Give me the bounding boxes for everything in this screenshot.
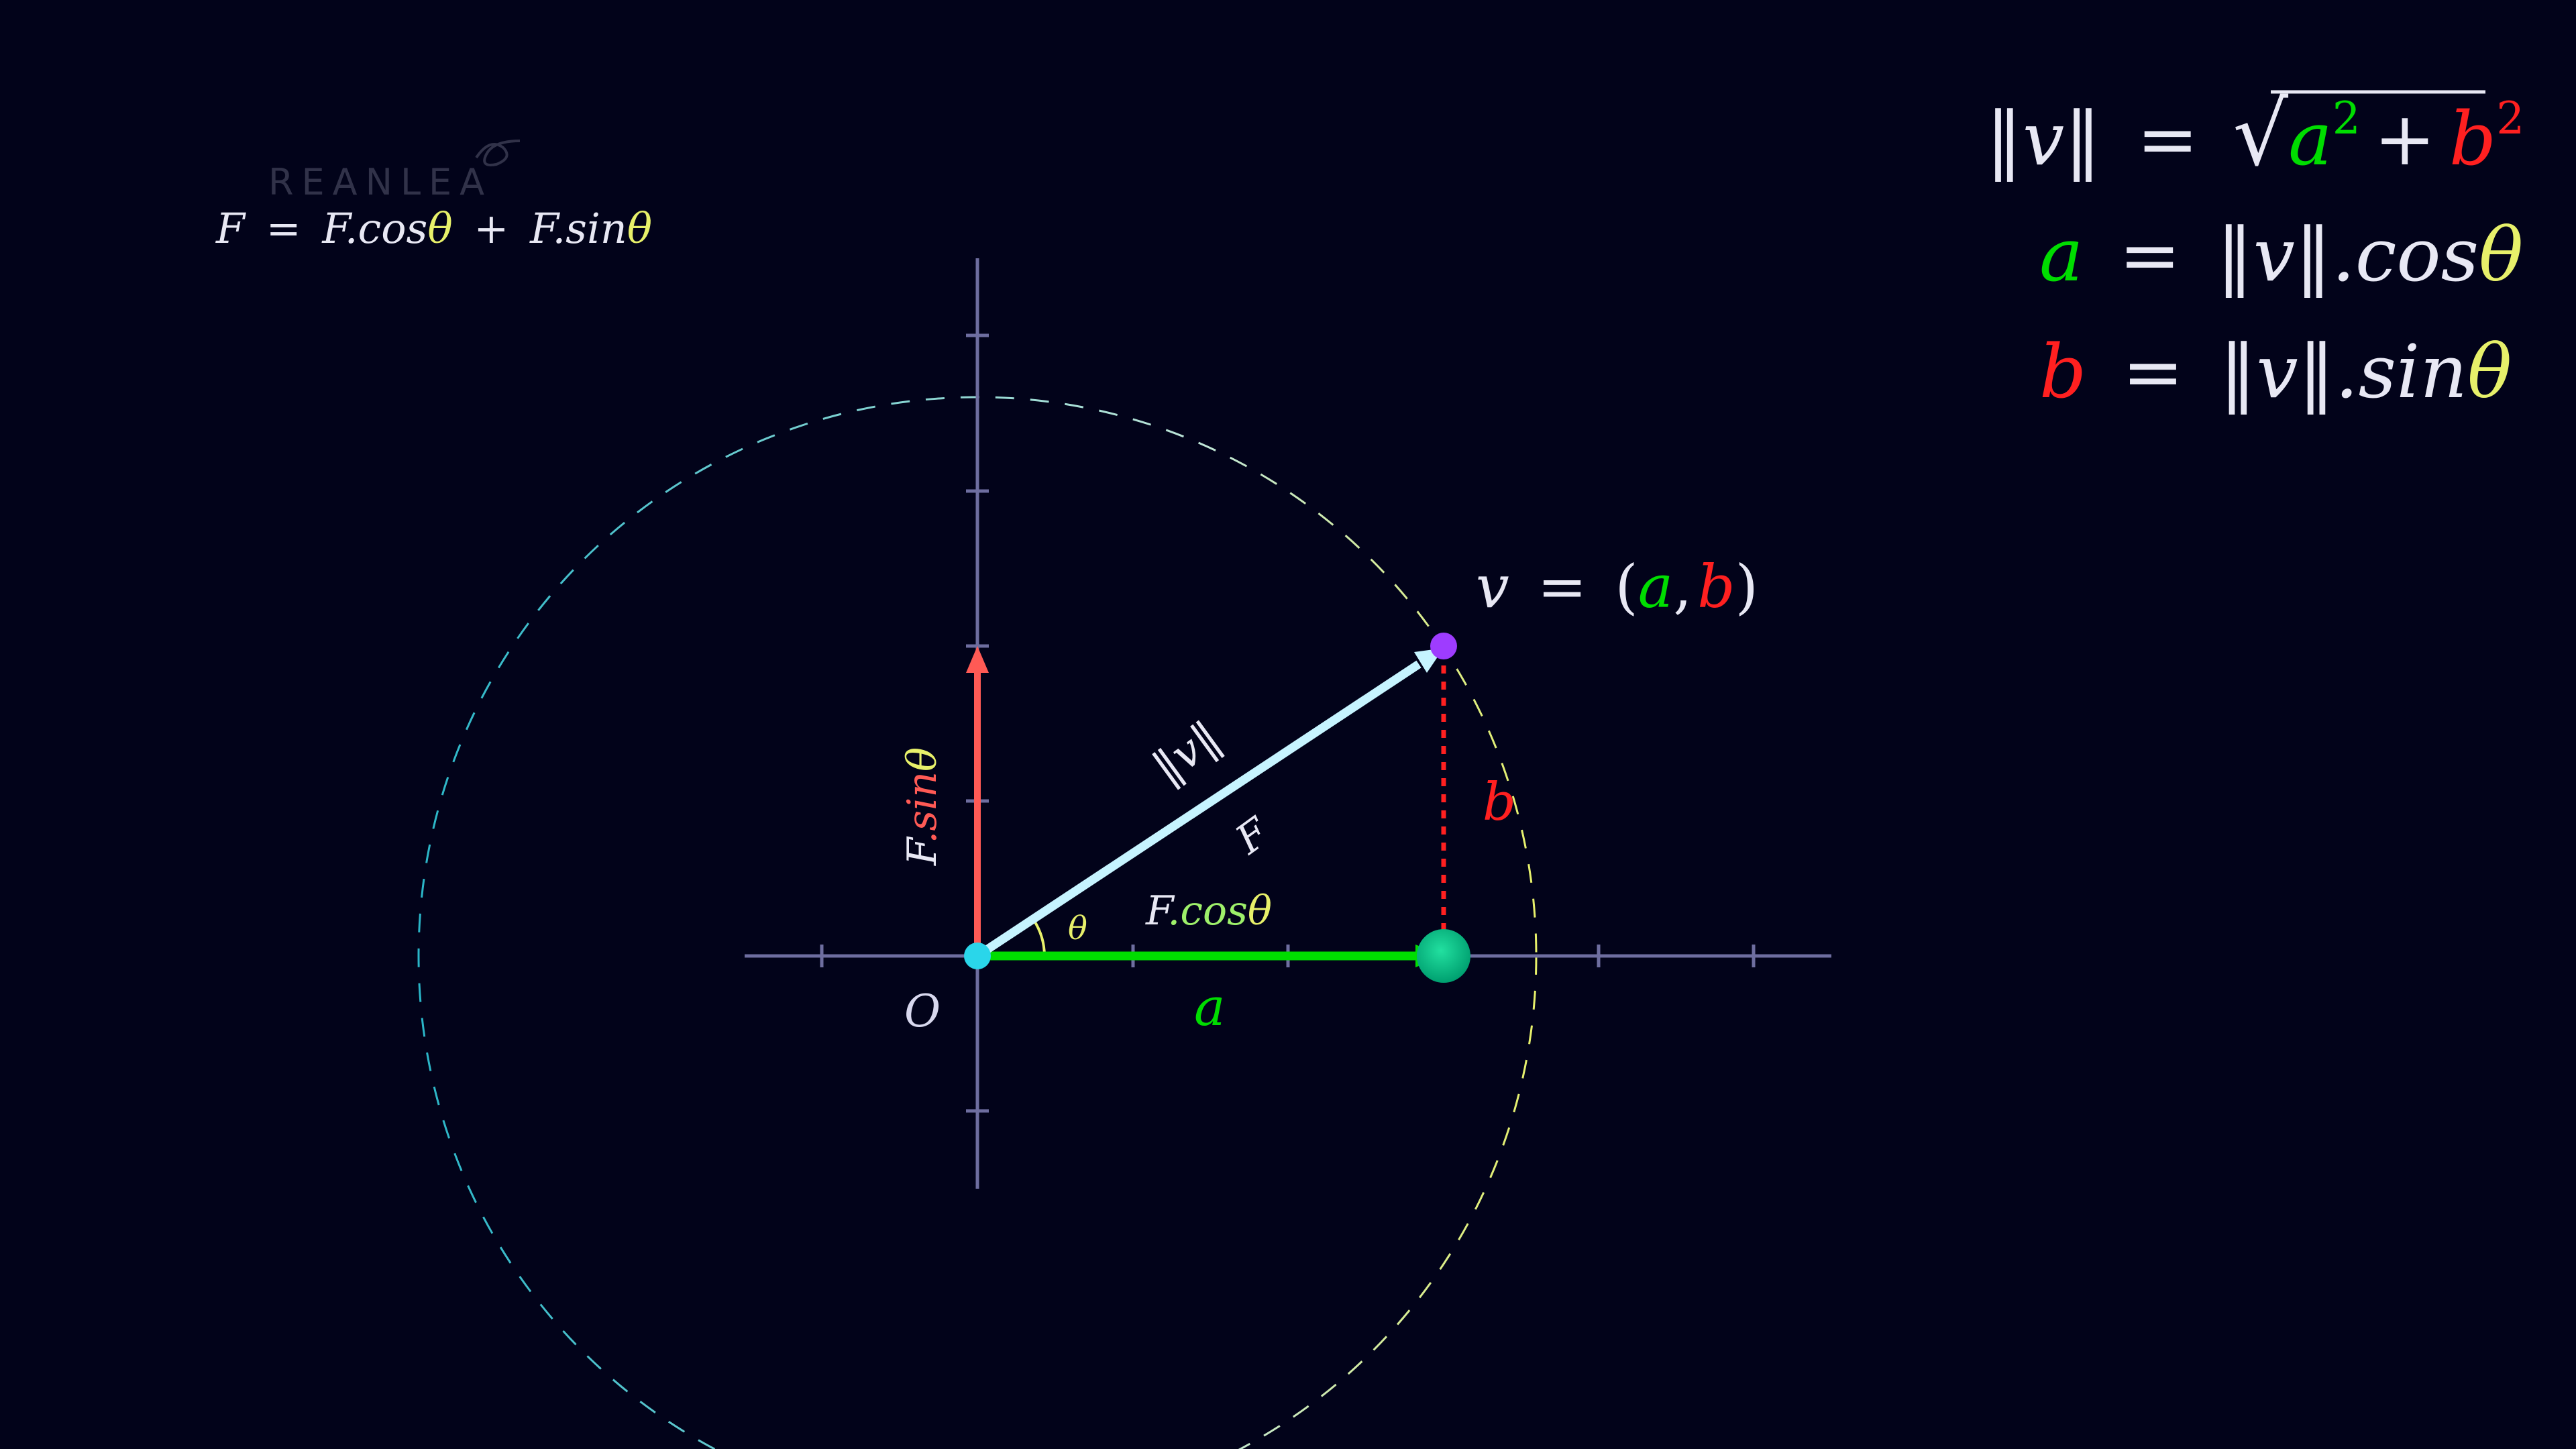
svg-text:‖v‖: ‖v‖ (1143, 711, 1230, 794)
norm-plus: + (2374, 96, 2436, 182)
coordinate-axes (745, 258, 1831, 1189)
top-formula-lhs: F (215, 204, 246, 253)
a-side-label: a (1194, 977, 1226, 1038)
sqrt-sign: √ (2233, 83, 2288, 185)
force-label: F (1227, 808, 1279, 864)
fcos-label: F.cosθ (1145, 888, 1272, 934)
point-v-name: v (1476, 552, 1509, 621)
top-formula-plus: + (474, 204, 508, 253)
top-formula-theta-1: θ (427, 204, 452, 253)
svg-text:F: F (1227, 808, 1279, 864)
b-formula-theta: θ (2467, 329, 2512, 415)
point-v-dot (1430, 633, 1457, 659)
point-v-comma: , (1673, 552, 1692, 621)
logo-text: REANLEA (268, 161, 492, 203)
sin-arrow-head (966, 646, 989, 673)
origin-label: O (904, 985, 941, 1037)
theta-arc (1032, 918, 1046, 957)
top-formula: F = F.cosθ + F.sinθ (215, 204, 652, 253)
a-formula-eq: = (2119, 212, 2181, 298)
b-formula-var: b (2039, 329, 2086, 415)
point-v-label: v = (a,b) (1476, 552, 1758, 621)
b-formula-rhs: ‖v‖.sin (2220, 329, 2468, 415)
a-formula: a = ‖v‖.cosθ (2039, 212, 2523, 298)
norm-b: b (2449, 96, 2496, 182)
norm-a: a (2288, 96, 2332, 182)
theta-label: θ (1068, 910, 1087, 947)
right-formula-block: ‖v‖ = √a2 + b2 a = ‖v‖.cosθ b = ‖v‖.sinθ (1986, 83, 2524, 415)
norm-a-exp: 2 (2332, 93, 2361, 144)
logo-swirl-icon (475, 140, 521, 166)
top-formula-eq: = (266, 204, 301, 253)
svg-text:F.sinθ: F.sinθ (899, 747, 946, 866)
point-v-eq: = (1538, 552, 1587, 621)
top-formula-theta-2: θ (627, 204, 652, 253)
norm-lhs: ‖v‖ (1986, 96, 2101, 182)
fcos-rest: .cos (1167, 888, 1248, 934)
top-formula-fsin: F.sin (529, 204, 627, 253)
b-side-label: b (1483, 772, 1516, 833)
point-v-close: ) (1735, 552, 1758, 621)
projection-ball (1417, 929, 1470, 983)
norm-b-exp: 2 (2496, 93, 2524, 144)
fsin-label: F.sinθ (899, 747, 946, 866)
b-formula-eq: = (2122, 329, 2184, 415)
point-v-a: a (1638, 552, 1673, 621)
origin-dot (964, 943, 991, 969)
norm-v-label: ‖v‖ (1143, 711, 1230, 794)
point-v-b: b (1697, 552, 1735, 621)
fcos-theta: θ (1248, 888, 1272, 934)
norm-eq: = (2137, 96, 2198, 182)
fsin-theta: θ (899, 747, 946, 771)
fsin-rest: .sin (899, 771, 946, 844)
reanlea-logo: REANLEA (268, 140, 521, 203)
b-formula: b = ‖v‖.sinθ (2039, 329, 2512, 415)
top-formula-fcos: F.cos (321, 204, 427, 253)
a-formula-theta: θ (2479, 212, 2523, 298)
a-formula-rhs: ‖v‖.cos (2216, 212, 2479, 298)
vector-v (975, 660, 1421, 960)
point-v-open: ( (1615, 552, 1638, 621)
norm-formula: ‖v‖ = √a2 + b2 (1986, 83, 2524, 185)
a-formula-var: a (2039, 212, 2084, 298)
